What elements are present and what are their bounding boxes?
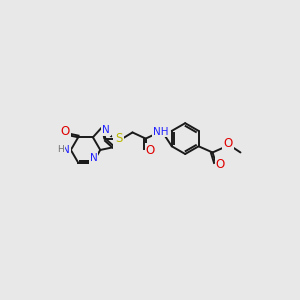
Text: O: O <box>146 144 155 158</box>
Text: H: H <box>57 145 64 154</box>
Text: O: O <box>60 124 70 138</box>
Text: O: O <box>216 158 225 170</box>
Text: N: N <box>114 138 122 148</box>
Text: O: O <box>224 137 233 151</box>
Text: N: N <box>102 125 110 135</box>
Text: N: N <box>90 153 98 163</box>
Text: S: S <box>116 132 123 145</box>
Text: N: N <box>62 145 70 155</box>
Text: NH: NH <box>153 127 168 137</box>
